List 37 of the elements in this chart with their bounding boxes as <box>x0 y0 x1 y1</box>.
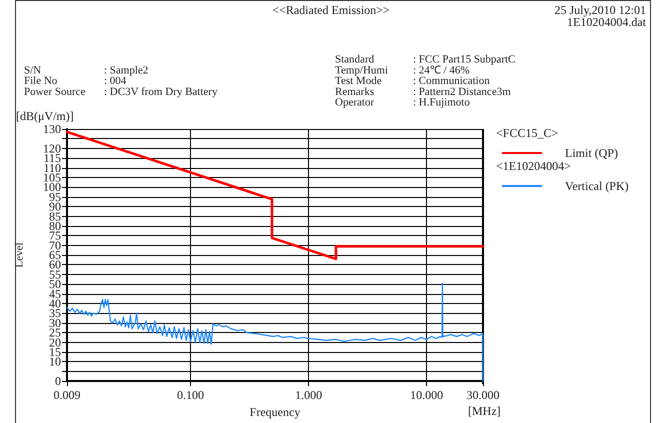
chart-title: <<Radiated Emission>> <box>272 3 390 17</box>
text: : Communication <box>413 75 490 88</box>
legend-label: Vertical (PK) <box>565 179 629 193</box>
x-tick-label: 30.000 <box>466 388 500 402</box>
y-axis-title: Level <box>14 242 26 268</box>
text: : Sample2 <box>104 64 148 76</box>
x-tick-label: 0.100 <box>176 388 204 402</box>
x-tick-label: 0.009 <box>54 388 80 402</box>
legend-label: Limit (QP) <box>565 146 618 160</box>
y-tick-label: 0 <box>55 374 61 388</box>
text: S/N <box>24 64 42 76</box>
text: Test Mode <box>335 75 382 88</box>
text: Power Source <box>24 86 86 98</box>
x-tick-label: 10.000 <box>410 388 444 402</box>
text: Remarks <box>335 86 374 98</box>
text: Temp/Humi <box>335 64 388 76</box>
text: : FCC Part15 SubpartC <box>413 54 516 66</box>
y-tick-label: 35 <box>49 306 61 320</box>
text: : DC3V from Dry Battery <box>104 86 218 98</box>
text: <1E10204004> <box>496 159 572 173</box>
y-tick-label: 95 <box>49 190 61 204</box>
y-tick-label: 85 <box>49 209 61 224</box>
x-tick-label: 1.000 <box>295 388 322 402</box>
text: : 004 <box>104 75 127 88</box>
text: <FCC15_C> <box>496 126 558 140</box>
x-axis-title: Frequency <box>250 405 300 419</box>
y-tick-label: 75 <box>49 228 61 243</box>
text: Operator <box>335 96 374 109</box>
text: [dB(μV/m)] <box>16 109 74 123</box>
text: Standard <box>335 54 375 66</box>
y-tick-label: 130 <box>43 122 61 136</box>
text: : H.Fujimoto <box>413 96 470 109</box>
text: 25 July,2010 12:01 <box>554 3 646 17</box>
text: : 24℃ / 46% <box>413 64 470 76</box>
text: File No <box>24 75 58 88</box>
text: [MHz] <box>468 404 501 418</box>
text: : Pattern2 Distance3m <box>413 86 512 98</box>
